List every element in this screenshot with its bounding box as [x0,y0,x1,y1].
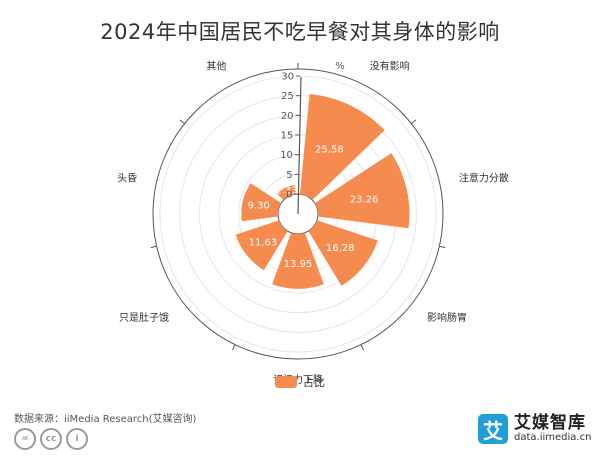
angle-tick [439,245,446,249]
radial-tick-label: 20 [281,111,294,122]
cc-by-icon: i [66,428,88,450]
brand-logo-icon: 艾 [478,414,508,444]
value-label: 9.30 [248,201,270,212]
radial-tick-label: 0 [286,190,292,201]
value-label: 16.28 [326,243,355,254]
data-source: 数据来源：iiMedia Research(艾媒咨询) [14,414,197,425]
legend-label[interactable]: 占比 [303,376,325,389]
category-label: 影响肠胃 [427,311,467,324]
bar-6 [277,184,297,201]
radial-axis-unit: % [335,61,345,72]
angle-tick [411,119,417,124]
brand-name: 艾媒智库 [514,412,586,433]
radial-tick-label: 30 [281,72,294,83]
radial-tick-label: 15 [281,131,294,142]
license-icons: = cc i [14,428,88,450]
radial-tick-label: 5 [286,170,292,181]
radial-tick-label: 25 [281,91,294,102]
value-label: 25.58 [315,144,344,155]
bar-4 [235,220,288,271]
legend-swatch[interactable] [275,376,297,388]
value-label: 2.33 [275,186,297,197]
category-label: 注意力分散 [459,171,509,184]
brand: 艾 艾媒智库 data.iimedia.cn [478,414,591,444]
angle-tick [179,119,185,124]
angle-tick [232,344,236,351]
angle-tick [150,245,157,249]
radial-tick-label: 10 [280,150,293,161]
value-label: 23.26 [350,194,379,205]
bar-5 [241,183,282,222]
category-label: 其他 [206,59,226,72]
chart-title: 2024年中国居民不吃早餐对其身体的影响 [100,20,500,44]
bar-1 [314,153,410,229]
legend[interactable]: 占比 [0,374,600,390]
brand-url: data.iimedia.cn [514,431,592,443]
angle-tick [360,344,364,351]
radial-axis-line [297,76,302,215]
cc-nd-icon: = [14,428,36,450]
cc-icon: cc [40,428,62,450]
bar-0 [299,93,385,201]
category-label: 没有影响 [370,59,410,72]
value-label: 11.63 [249,237,278,248]
value-label: 13.95 [284,259,313,270]
category-label: 只是肚子饿 [119,312,169,324]
bar-3 [272,232,324,289]
bar-2 [308,220,378,286]
category-label: 头昏 [117,171,137,184]
